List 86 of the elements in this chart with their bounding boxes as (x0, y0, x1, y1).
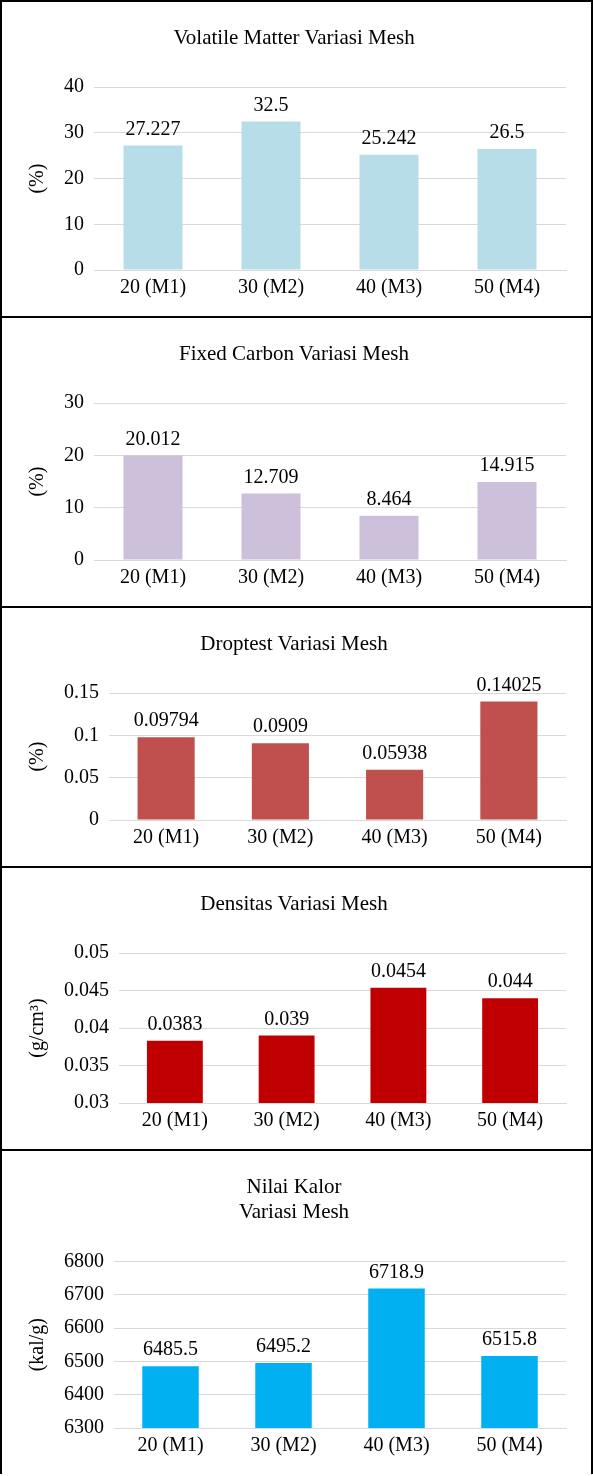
data-label: 20.012 (125, 426, 181, 449)
data-label: 8.464 (366, 487, 412, 510)
y-axis-title: (%) (25, 163, 49, 194)
data-label: 0.14025 (476, 672, 542, 695)
bar (241, 493, 301, 560)
y-axis-title: (%) (25, 466, 49, 497)
y-tick-label: 30 (64, 390, 84, 413)
data-label: 6495.2 (256, 1334, 311, 1357)
y-axis-title: (g/cm³) (25, 998, 49, 1058)
y-tick-label: 6700 (64, 1281, 104, 1304)
y-tick-label: 6400 (64, 1381, 104, 1404)
bar (477, 148, 537, 270)
y-axis-title: (%) (25, 741, 49, 772)
x-tick-label: 40 (M3) (363, 1433, 430, 1457)
data-label: 0.0454 (370, 958, 426, 981)
x-tick-label: 30 (M2) (250, 1433, 317, 1457)
data-label: 0.0909 (252, 714, 308, 737)
y-tick-label: 0 (89, 807, 99, 830)
y-tick-label: 6300 (64, 1415, 104, 1438)
x-tick-label: 20 (M1) (119, 275, 187, 299)
y-tick-label: 0.15 (64, 680, 99, 703)
data-label: 6485.5 (143, 1337, 198, 1360)
x-tick-label: 30 (M2) (237, 275, 305, 299)
y-tick-label: 10 (64, 494, 84, 517)
data-label: 6515.8 (482, 1327, 537, 1350)
x-tick-label: 50 (M4) (473, 275, 541, 299)
bar (359, 154, 419, 270)
x-tick-label: 50 (M4) (473, 565, 541, 589)
bar (241, 121, 301, 270)
bar (123, 145, 183, 270)
y-tick-label: 20 (64, 442, 84, 465)
y-tick-label: 10 (64, 211, 84, 234)
x-tick-label: 50 (M4) (475, 825, 542, 849)
data-label: 0.0383 (147, 1012, 203, 1035)
bar (477, 482, 537, 560)
y-tick-label: 0.1 (74, 722, 99, 745)
data-label: 6718.9 (369, 1259, 424, 1282)
x-tick-label: 40 (M3) (355, 275, 423, 299)
data-label: 0.05938 (362, 741, 428, 764)
bar (480, 701, 538, 820)
chart-title: Densitas Variasi Mesh (200, 891, 389, 916)
x-tick-label: 30 (M2) (253, 1108, 320, 1132)
data-label: 26.5 (489, 120, 525, 143)
bar (366, 769, 424, 820)
chart-title: Fixed Carbon Variasi Mesh (178, 341, 410, 366)
data-label: 0.09794 (133, 708, 199, 731)
y-tick-label: 0.05 (74, 940, 109, 963)
y-axis-title: (kal/g) (25, 1318, 49, 1372)
x-tick-label: 30 (M2) (247, 825, 314, 849)
y-tick-label: 30 (64, 120, 84, 143)
bar (123, 455, 183, 560)
y-tick-label: 0.045 (64, 977, 109, 1000)
y-tick-label: 6500 (64, 1348, 104, 1371)
y-tick-label: 0.03 (74, 1090, 109, 1113)
x-tick-label: 40 (M3) (361, 825, 428, 849)
y-tick-label: 6800 (64, 1248, 104, 1271)
chart-title: Droptest Variasi Mesh (200, 631, 389, 656)
y-tick-label: 20 (64, 165, 84, 188)
x-tick-label: 40 (M3) (365, 1108, 432, 1132)
data-label: 12.709 (243, 464, 299, 487)
y-tick-label: 0 (74, 257, 84, 280)
y-tick-label: 0.04 (74, 1015, 109, 1038)
y-tick-label: 6600 (64, 1315, 104, 1338)
data-label: 0.044 (487, 969, 533, 992)
bar (359, 515, 419, 560)
y-tick-label: 0 (74, 547, 84, 570)
x-tick-label: 20 (M1) (137, 1433, 204, 1457)
chart-title: Volatile Matter Variasi Mesh (173, 25, 416, 50)
x-tick-label: 20 (M1) (133, 825, 200, 849)
x-tick-label: 20 (M1) (141, 1108, 208, 1132)
x-tick-label: 20 (M1) (119, 565, 187, 589)
bar (251, 743, 309, 820)
x-tick-label: 50 (M4) (477, 1108, 544, 1132)
data-label: 0.039 (264, 1006, 310, 1029)
x-tick-label: 50 (M4) (476, 1433, 543, 1457)
y-tick-label: 0.05 (64, 764, 99, 787)
data-label: 14.915 (479, 453, 535, 476)
data-label: 27.227 (125, 116, 181, 139)
x-tick-label: 40 (M3) (355, 565, 423, 589)
y-tick-label: 0.035 (64, 1052, 109, 1075)
data-label: 25.242 (361, 125, 417, 148)
data-label: 32.5 (253, 92, 289, 115)
x-tick-label: 30 (M2) (237, 565, 305, 589)
bar (137, 737, 195, 820)
chart-title: Nilai Kalor Variasi Mesh (238, 1174, 350, 1224)
y-tick-label: 40 (64, 74, 84, 97)
